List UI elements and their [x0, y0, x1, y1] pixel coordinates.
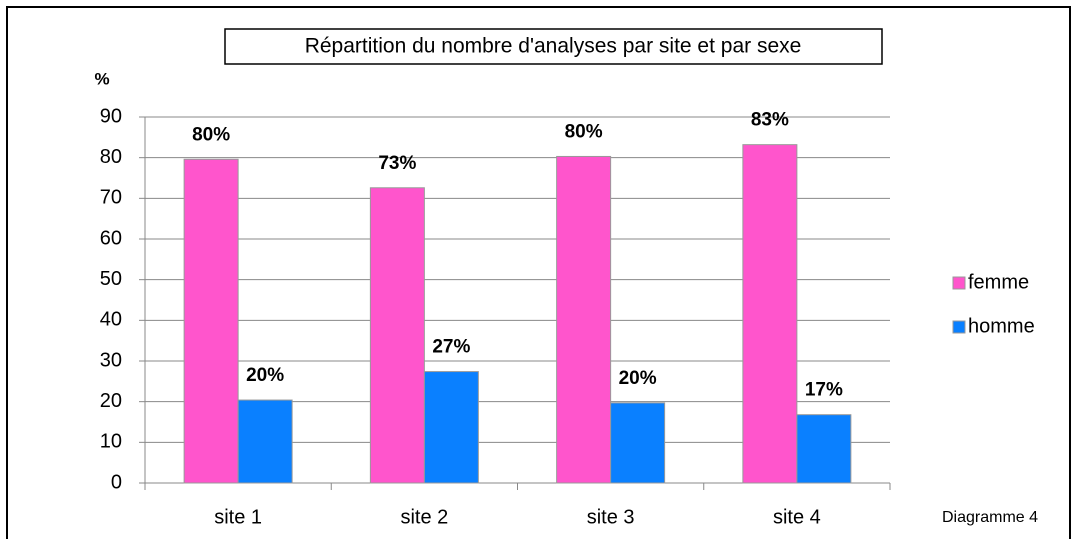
title-box [224, 28, 883, 65]
y-tick-label: 0 [111, 471, 122, 493]
bar [237, 399, 293, 484]
value-label: 80% [192, 124, 230, 145]
bar [369, 187, 425, 484]
y-tick-label: 40 [100, 309, 122, 331]
value-label: 73% [378, 153, 416, 174]
y-tick-label: 60 [100, 227, 122, 249]
legend-label: homme [968, 315, 1035, 337]
x-tick-label: site 1 [214, 506, 262, 528]
y-tick-label: 80 [100, 146, 122, 168]
chart-title: Répartition du nombre d'analyses par sit… [305, 35, 802, 58]
x-tick-label: site 2 [400, 506, 448, 528]
x-tick-label: site 3 [587, 506, 635, 528]
y-axis-label: % [94, 69, 109, 88]
value-label: 80% [565, 121, 603, 142]
value-label: 27% [432, 337, 470, 358]
bar [423, 371, 479, 484]
value-label: 83% [751, 110, 789, 131]
bar [742, 144, 798, 484]
y-tick-label: 50 [100, 268, 122, 290]
frame [6, 6, 1071, 539]
y-tick-label: 70 [100, 187, 122, 209]
value-label: 20% [246, 365, 284, 386]
legend-label: femme [968, 271, 1029, 293]
y-tick-label: 10 [100, 431, 122, 453]
y-tick-label: 20 [100, 390, 122, 412]
bar [556, 155, 612, 484]
x-tick-label: site 4 [773, 506, 821, 528]
value-label: 20% [619, 368, 657, 389]
bar [610, 402, 666, 484]
bar [183, 158, 239, 484]
legend-swatch [952, 320, 966, 334]
annotation: Diagramme 4 [942, 509, 1038, 526]
legend-swatch [952, 276, 966, 290]
bar [796, 414, 852, 484]
y-tick-label: 30 [100, 349, 122, 371]
value-label: 17% [805, 380, 843, 401]
y-tick-label: 90 [100, 105, 122, 127]
